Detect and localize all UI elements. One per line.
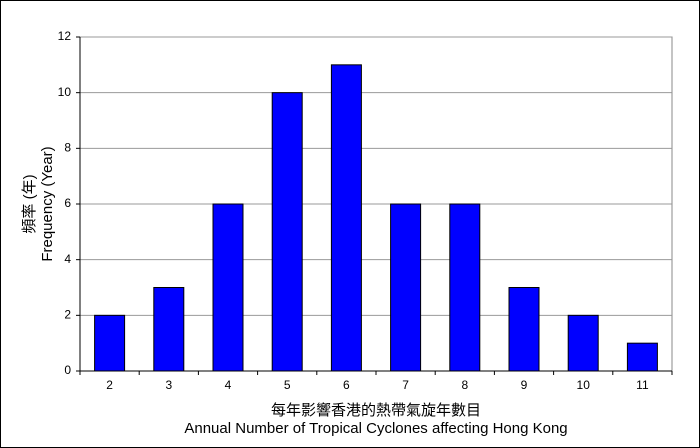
x-tick-label: 2 bbox=[106, 378, 113, 392]
y-axis-label: Frequency (Year) bbox=[39, 146, 56, 261]
x-tick-label: 3 bbox=[165, 378, 172, 392]
y-tick-label: 6 bbox=[64, 196, 71, 210]
y-tick-label: 4 bbox=[64, 252, 71, 266]
x-tick-label: 5 bbox=[284, 378, 291, 392]
bar bbox=[567, 314, 599, 372]
x-tick-label: 8 bbox=[461, 378, 468, 392]
y-tick-label: 0 bbox=[64, 363, 71, 377]
bar bbox=[330, 64, 362, 372]
bar bbox=[271, 92, 303, 372]
bar bbox=[390, 203, 422, 372]
y-axis-label: 頻率 (年) bbox=[21, 174, 38, 233]
y-tick-label: 10 bbox=[58, 85, 72, 99]
x-tick-label: 10 bbox=[577, 378, 591, 392]
x-axis-label: 每年影響香港的熱帶氣旋年數目 bbox=[271, 401, 481, 419]
bar bbox=[212, 203, 244, 372]
x-tick-label: 11 bbox=[636, 378, 649, 392]
y-tick-label: 8 bbox=[64, 141, 71, 155]
x-axis-label: Annual Number of Tropical Cyclones affec… bbox=[184, 420, 567, 437]
x-tick-label: 6 bbox=[343, 378, 350, 392]
x-tick-label: 9 bbox=[521, 378, 528, 392]
y-tick-label: 12 bbox=[58, 29, 72, 43]
bar bbox=[449, 203, 481, 372]
y-tick-label: 2 bbox=[64, 308, 71, 322]
bar bbox=[153, 287, 185, 372]
bar bbox=[626, 342, 658, 372]
x-tick-label: 7 bbox=[402, 378, 409, 392]
bar bbox=[94, 314, 126, 372]
x-tick-label: 4 bbox=[225, 378, 232, 392]
bar bbox=[508, 287, 540, 372]
